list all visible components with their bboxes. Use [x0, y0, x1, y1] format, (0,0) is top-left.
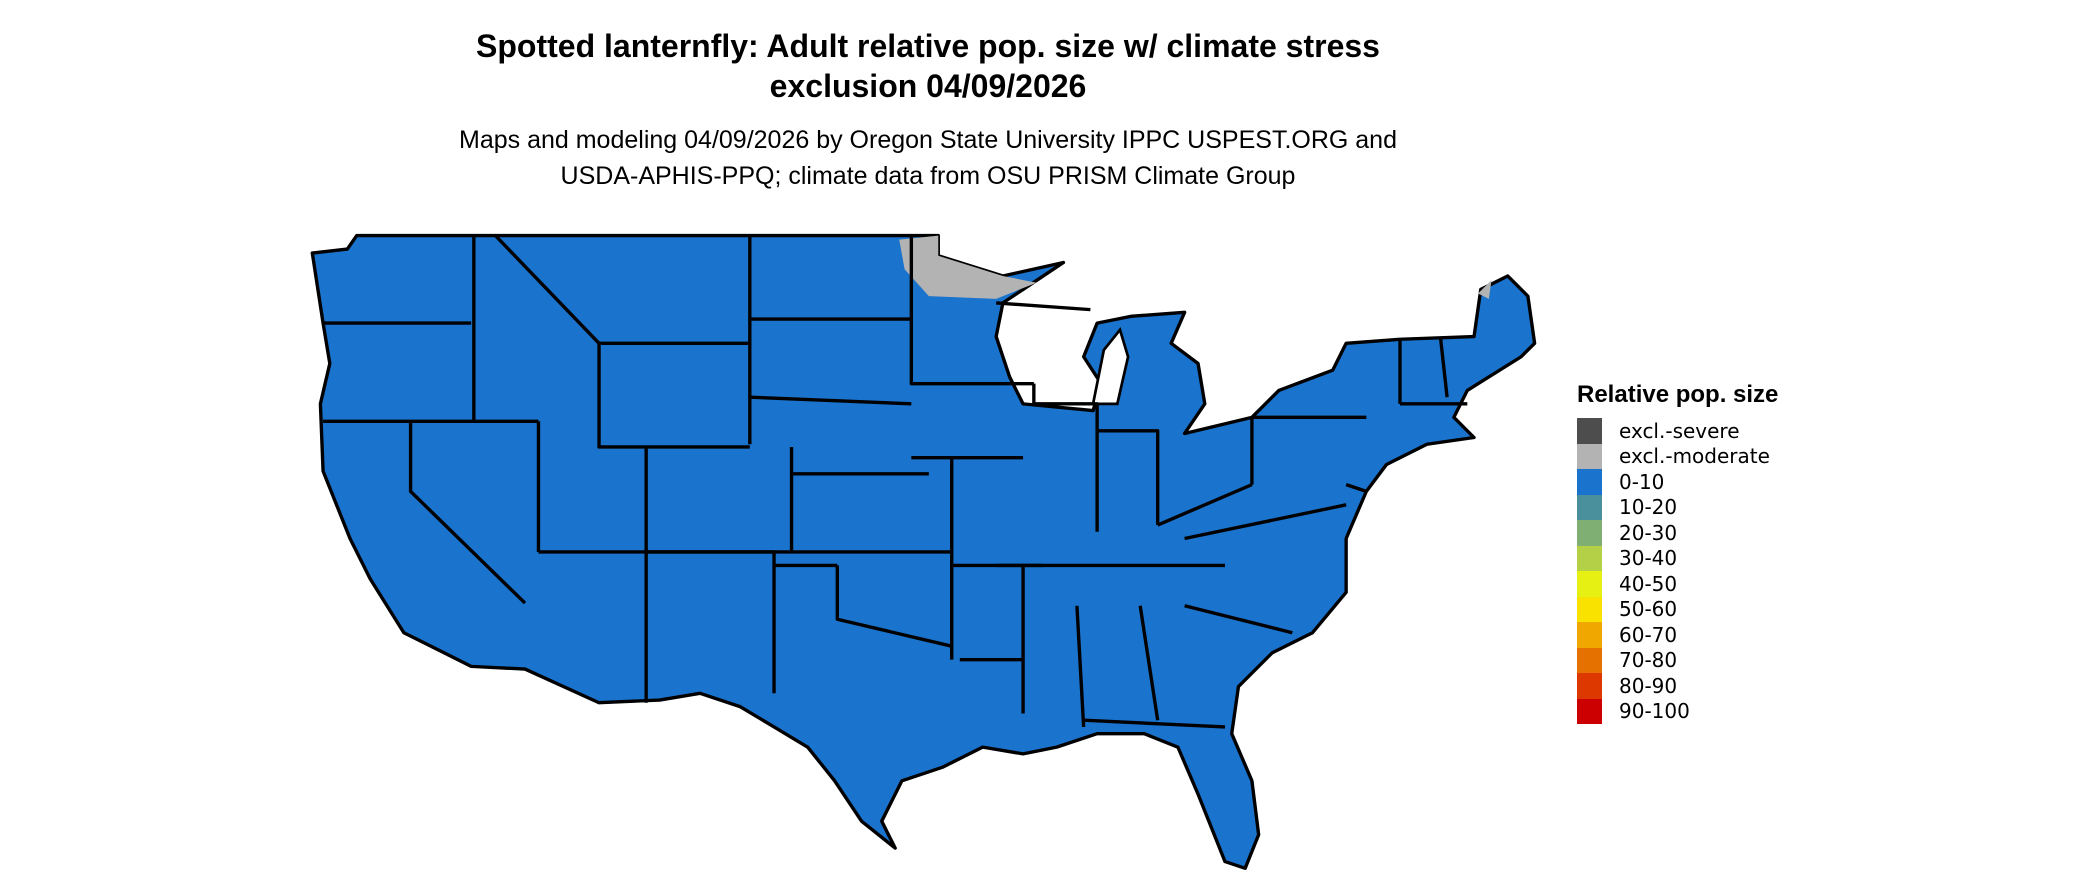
legend-swatch: [1577, 418, 1602, 444]
title-line-2: exclusion 04/09/2026: [769, 68, 1087, 104]
state-border: [1438, 336, 1449, 398]
legend-item: 0-10: [1577, 469, 1778, 495]
state-border: [494, 234, 601, 345]
state-border: [909, 235, 1034, 386]
state-border: [1138, 605, 1160, 721]
subtitle-line-2: USDA-APHIS-PPQ; climate data from OSU PR…: [560, 162, 1296, 190]
legend-label: 40-50: [1619, 571, 1678, 596]
legend-label: excl.-moderate: [1619, 444, 1770, 469]
legend-swatch: [1577, 469, 1602, 495]
state-border: [1345, 483, 1367, 493]
legend-label: 10-20: [1619, 495, 1678, 520]
legend-item: 10-20: [1577, 494, 1778, 520]
excluded-moderate-maine: [1478, 280, 1492, 299]
legend: Relative pop. size excl.-severe excl.-mod…: [1577, 380, 1778, 724]
state-border: [1083, 718, 1226, 729]
state-borders: [323, 234, 1468, 729]
state-border: [749, 395, 912, 406]
legend-label: 50-60: [1619, 597, 1678, 622]
legend-swatch: [1577, 647, 1602, 673]
legend-swatch: [1577, 622, 1602, 648]
legend-item: 20-30: [1577, 520, 1778, 546]
legend-label: 20-30: [1619, 520, 1678, 545]
state-border: [1184, 604, 1293, 635]
legend-label: 70-80: [1619, 648, 1678, 673]
legend-item: 30-40: [1577, 545, 1778, 571]
legend-swatch: [1577, 520, 1602, 546]
legend-item: 90-100: [1577, 698, 1778, 724]
legend-item: 70-80: [1577, 647, 1778, 673]
legend-label: 30-40: [1619, 546, 1678, 571]
legend-item: 40-50: [1577, 571, 1778, 597]
legend-swatch: [1577, 545, 1602, 571]
state-border: [1184, 503, 1347, 541]
map-subtitle: Maps and modeling 04/09/2026 by Oregon S…: [0, 122, 1856, 194]
state-border: [408, 421, 527, 605]
legend-item: 80-90: [1577, 673, 1778, 699]
legend-item: excl.-moderate: [1577, 443, 1778, 469]
legend-title: Relative pop. size: [1577, 381, 1779, 408]
state-border: [1157, 483, 1253, 527]
state-border: [1075, 605, 1086, 728]
legend-swatch: [1577, 443, 1602, 469]
legend-label: 80-90: [1619, 673, 1678, 698]
legend-item: 50-60: [1577, 596, 1778, 622]
legend-swatch: [1577, 673, 1602, 699]
legend-swatch: [1577, 596, 1602, 622]
legend-label: excl.-severe: [1619, 418, 1740, 443]
map-title: Spotted lanternfly: Adult relative pop. …: [0, 26, 1856, 106]
state-border: [1032, 383, 1099, 532]
legend-swatch: [1577, 494, 1602, 520]
legend-item: 60-70: [1577, 622, 1778, 648]
title-line-1: Spotted lanternfly: Adult relative pop. …: [476, 28, 1380, 64]
state-border: [646, 550, 776, 694]
legend-item: excl.-severe: [1577, 418, 1778, 444]
subtitle-line-1: Maps and modeling 04/09/2026 by Oregon S…: [459, 126, 1397, 154]
state-border: [1097, 429, 1160, 526]
legend-label: 60-70: [1619, 622, 1678, 647]
lake-michigan: [1091, 326, 1130, 406]
legend-label: 90-100: [1619, 699, 1690, 724]
state-border: [597, 343, 750, 449]
state-border: [996, 301, 1091, 312]
legend-swatch: [1577, 571, 1602, 597]
excluded-moderate-minnesota: [899, 235, 1037, 299]
state-border: [835, 565, 953, 648]
legend-label: 0-10: [1619, 469, 1665, 494]
legend-swatch: [1577, 698, 1602, 724]
